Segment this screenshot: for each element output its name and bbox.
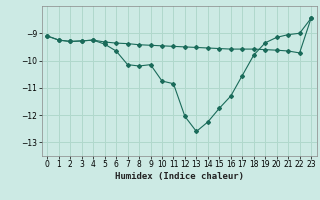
X-axis label: Humidex (Indice chaleur): Humidex (Indice chaleur) (115, 172, 244, 181)
